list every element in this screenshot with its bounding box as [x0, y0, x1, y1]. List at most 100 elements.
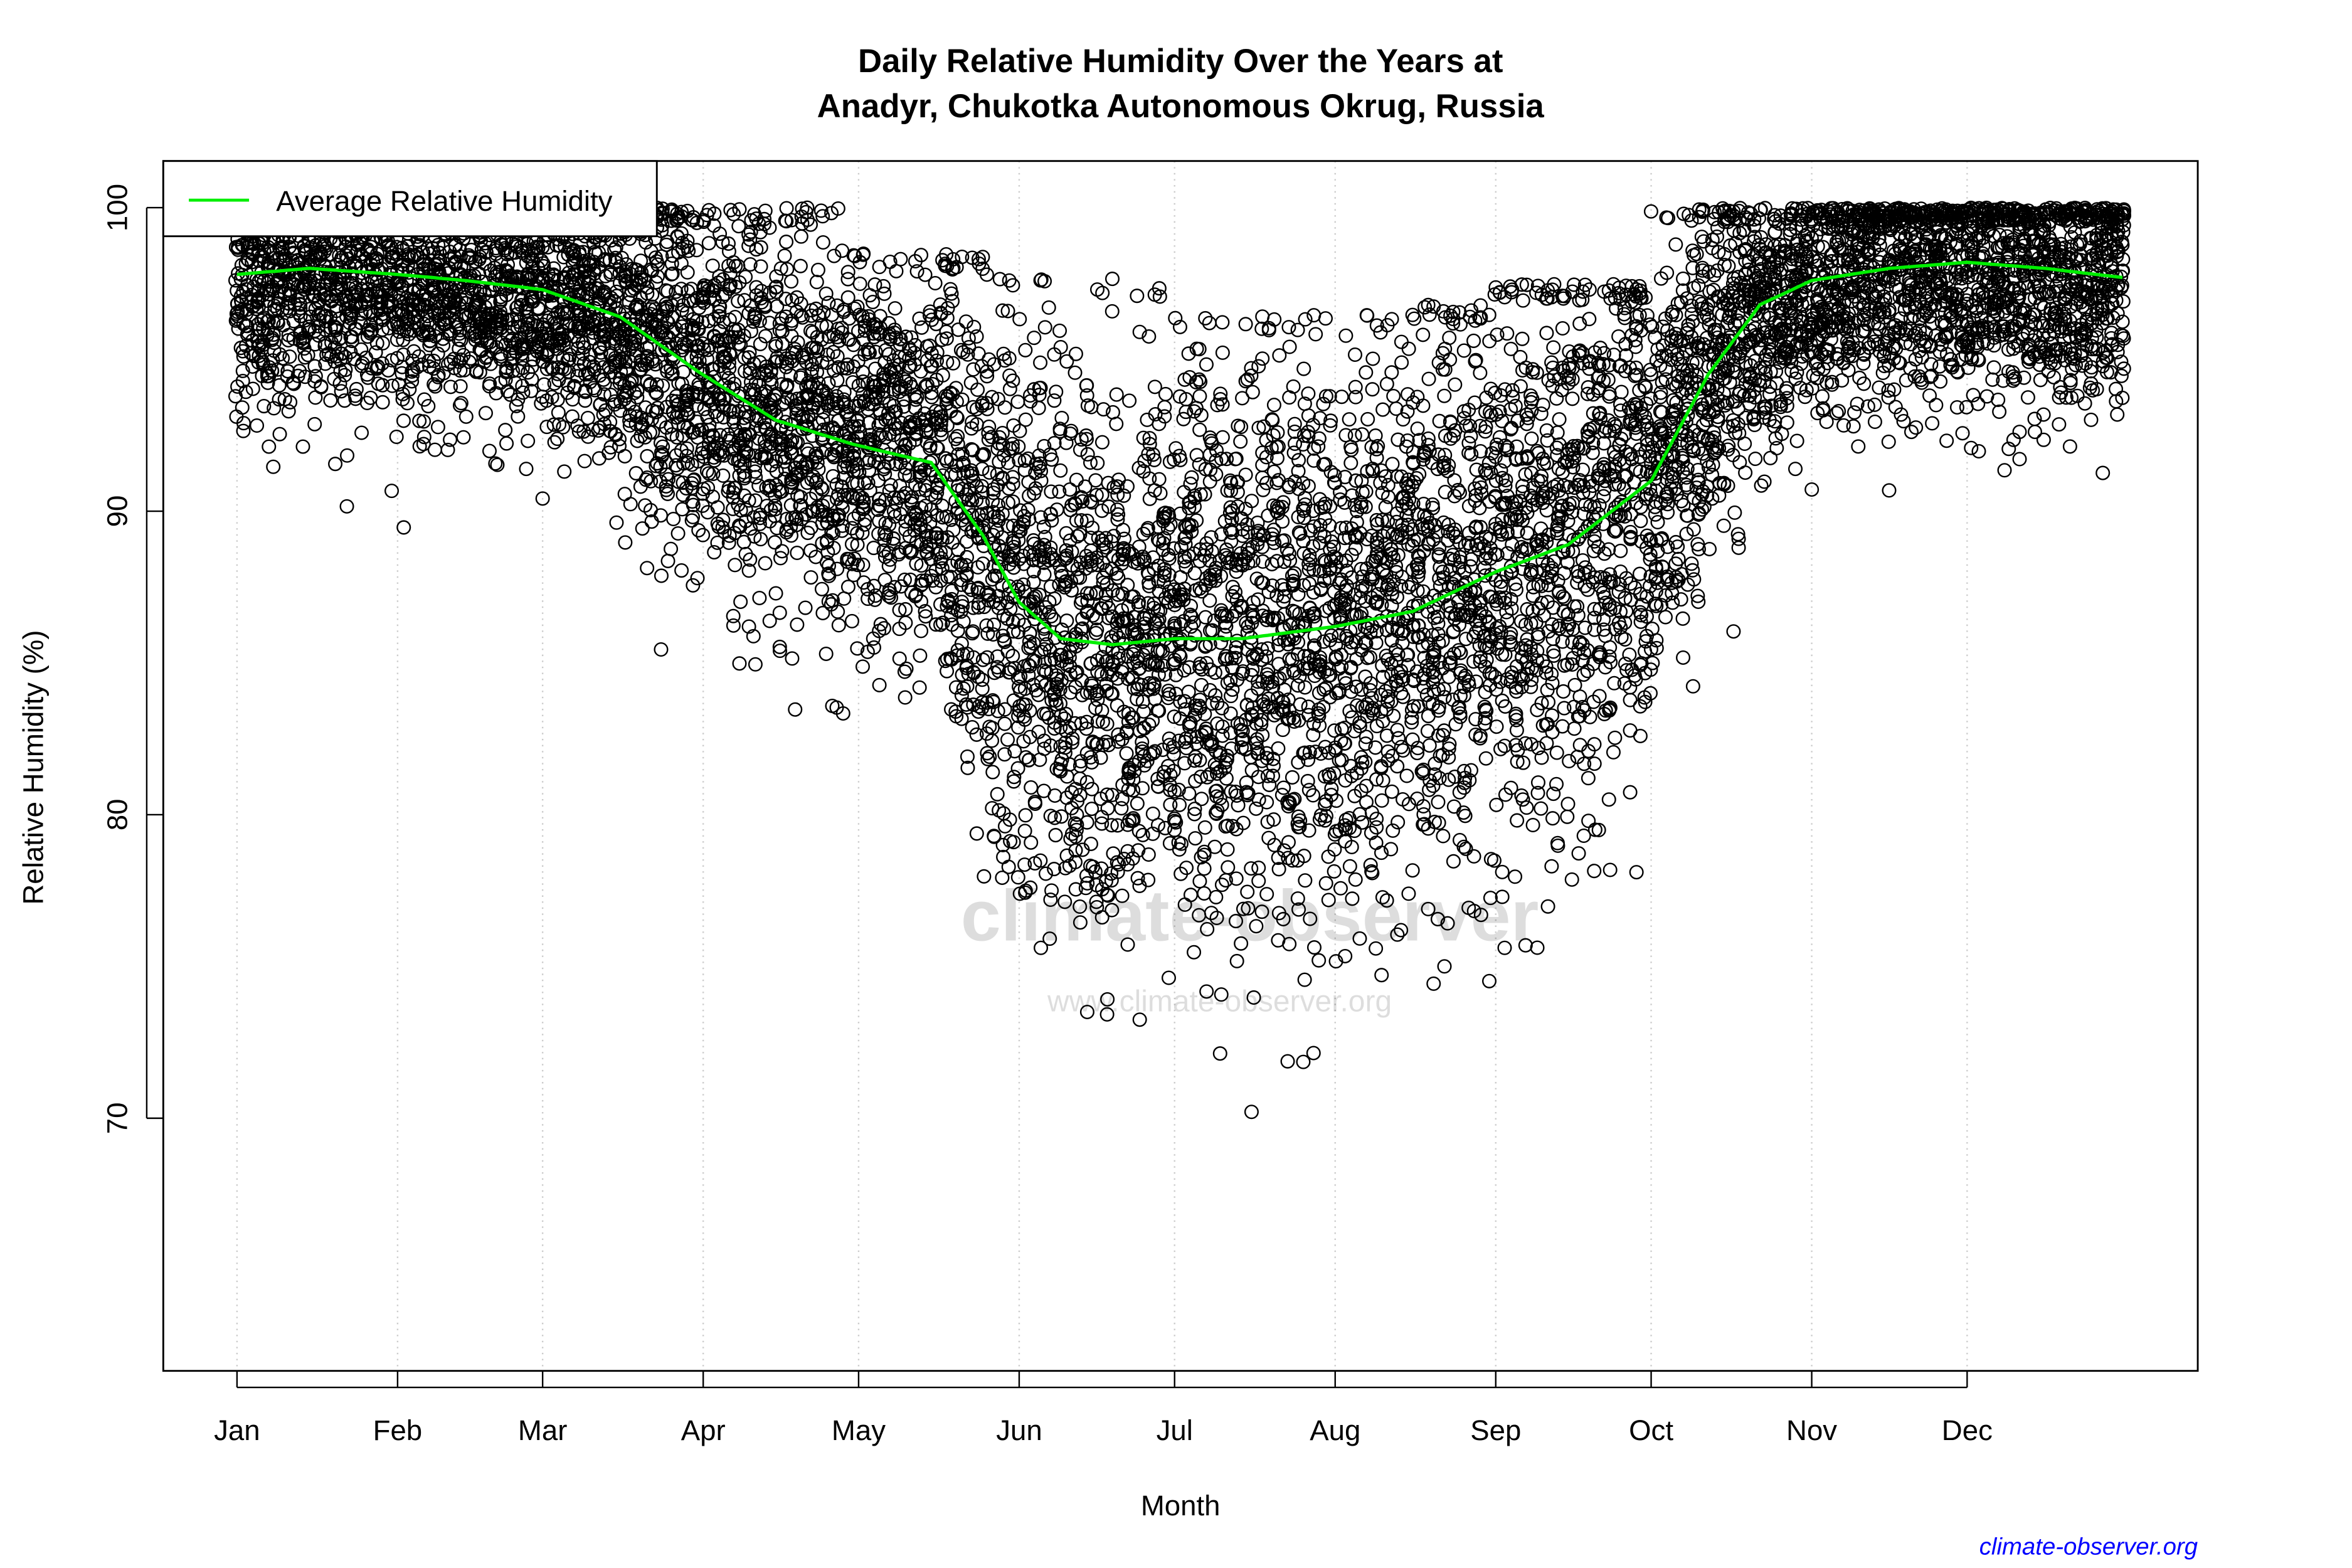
data-point — [726, 255, 741, 270]
data-point — [452, 398, 467, 413]
data-point — [795, 310, 810, 325]
data-point — [818, 286, 834, 301]
data-point — [592, 368, 607, 383]
data-point — [1150, 779, 1165, 794]
data-point — [809, 275, 824, 290]
data-point — [759, 422, 774, 437]
data-point — [758, 299, 773, 314]
data-point — [777, 248, 792, 263]
data-point — [808, 301, 824, 316]
data-point — [1215, 345, 1230, 360]
data-point — [516, 385, 531, 400]
data-point — [630, 383, 645, 398]
data-point — [609, 284, 624, 299]
data-point — [405, 374, 420, 389]
data-point — [238, 384, 253, 400]
data-point — [1207, 839, 1222, 854]
data-point — [710, 436, 725, 451]
data-point — [1073, 771, 1088, 787]
data-point — [779, 201, 794, 216]
data-point — [235, 373, 250, 389]
data-point — [985, 765, 1000, 780]
data-point — [710, 500, 725, 515]
data-point — [416, 437, 431, 452]
data-point — [314, 379, 329, 395]
data-point — [596, 387, 612, 402]
data-point — [682, 334, 697, 349]
data-point — [290, 368, 305, 383]
data-point — [415, 245, 430, 260]
data-point — [389, 332, 405, 347]
data-point — [1109, 416, 1124, 432]
data-point — [650, 257, 665, 272]
data-point — [767, 535, 782, 550]
data-point — [768, 498, 783, 513]
data-point — [249, 302, 264, 317]
data-point — [710, 535, 725, 550]
data-point — [1166, 763, 1181, 778]
data-point — [680, 233, 695, 248]
data-point — [402, 382, 417, 397]
data-point — [622, 381, 637, 396]
data-point — [307, 337, 322, 352]
data-point — [332, 376, 347, 391]
data-point — [524, 383, 539, 398]
data-point — [753, 532, 768, 547]
data-point — [664, 256, 679, 271]
data-point — [267, 336, 282, 351]
data-point — [421, 354, 437, 369]
data-point — [687, 472, 702, 487]
data-point — [877, 621, 892, 636]
data-point — [368, 345, 383, 360]
data-point — [686, 578, 701, 593]
data-point — [568, 267, 583, 282]
data-point — [607, 294, 622, 309]
data-point — [396, 520, 411, 535]
data-point — [889, 263, 904, 278]
data-point — [690, 344, 705, 359]
data-point — [546, 361, 561, 376]
data-point — [499, 363, 514, 378]
data-point — [479, 244, 494, 259]
data-point — [1202, 593, 1217, 608]
data-point — [852, 276, 867, 292]
data-point — [928, 276, 943, 291]
data-point — [293, 300, 308, 315]
data-point — [1150, 703, 1165, 718]
data-point — [768, 280, 783, 295]
data-point — [670, 526, 686, 541]
data-point — [396, 413, 411, 428]
data-point — [1131, 824, 1147, 839]
data-point — [736, 328, 751, 343]
data-point — [349, 381, 364, 396]
data-point — [738, 269, 753, 284]
data-point — [733, 337, 748, 352]
data-point — [634, 265, 649, 280]
data-point — [1220, 842, 1235, 857]
data-point — [443, 379, 458, 395]
data-point — [500, 384, 515, 399]
data-point — [375, 378, 390, 393]
data-point — [741, 409, 756, 424]
data-point — [689, 215, 704, 230]
data-point — [640, 561, 655, 576]
data-point — [726, 618, 741, 633]
data-point — [778, 291, 793, 307]
data-point — [373, 311, 388, 326]
data-point — [1152, 472, 1167, 487]
data-point — [586, 422, 601, 437]
data-point — [757, 211, 772, 226]
data-point — [790, 545, 805, 560]
data-point — [265, 363, 280, 378]
data-point — [262, 360, 277, 375]
data-point — [1109, 387, 1124, 402]
data-point — [985, 572, 1000, 587]
data-point — [701, 466, 716, 481]
data-point — [570, 369, 585, 384]
data-point — [456, 430, 471, 445]
data-point — [712, 299, 728, 314]
data-point — [785, 651, 800, 666]
data-point — [749, 413, 764, 428]
data-point — [712, 304, 727, 319]
data-point — [997, 400, 1012, 415]
